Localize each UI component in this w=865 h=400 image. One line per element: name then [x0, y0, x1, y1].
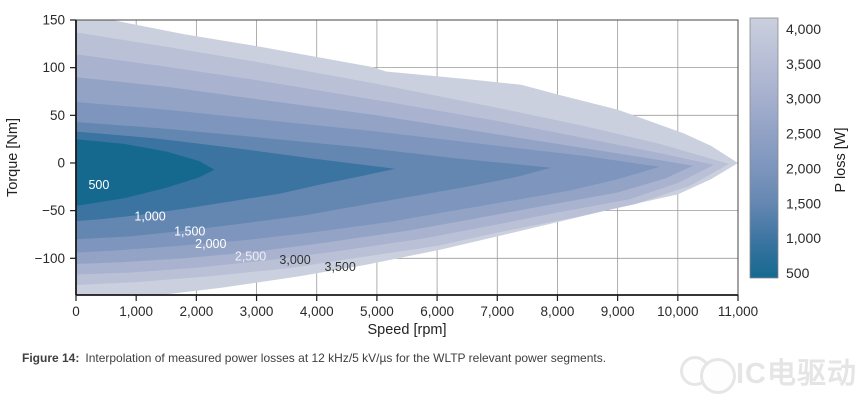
axes [75, 20, 738, 296]
watermark: IC电驱动 [678, 340, 863, 395]
figure-caption-text: Interpolation of measured power losses a… [85, 351, 607, 365]
x-axis-title: Speed [rpm] [368, 322, 447, 338]
x-tick-label: 9,000 [601, 304, 635, 319]
y-tick-labels: 150 100 50 0 −50 −100 [35, 13, 65, 266]
colorbar-tick-labels: 4,000 3,500 3,000 2,500 2,000 1,500 1,000 500 [786, 21, 821, 281]
contour-label: 3,000 [279, 253, 310, 267]
y-tick-label: 150 [42, 13, 65, 28]
colorbar-tick-label: 3,000 [786, 91, 821, 107]
tick-marks [70, 19, 739, 301]
colorbar [749, 17, 779, 279]
x-tick-label: 10,000 [657, 304, 698, 319]
watermark-text: IC电驱动 [736, 358, 858, 390]
x-tick-label: 5,000 [360, 304, 394, 319]
x-tick-label: 4,000 [300, 304, 334, 319]
contour-label: 1,000 [134, 209, 165, 223]
colorbar-tick-label: 1,000 [786, 230, 821, 246]
x-tick-label: 2,000 [179, 304, 213, 319]
contour-label: 2,000 [195, 237, 226, 251]
watermark-logo-circle [700, 358, 736, 394]
x-tick-label: 0 [72, 304, 80, 319]
watermark-logo-circle [680, 356, 710, 386]
y-tick-label: 50 [50, 108, 65, 123]
contour-label: 3,500 [325, 260, 356, 274]
x-tick-label: 8,000 [541, 304, 575, 319]
y-tick-label: −100 [35, 251, 65, 266]
x-tick-label: 11,000 [718, 304, 758, 319]
y-tick-label: 0 [57, 155, 65, 170]
contour-label: 1,500 [174, 225, 205, 239]
y-tick-label: 100 [42, 60, 65, 75]
x-tick-labels: 0 1,000 2,000 3,000 4,000 5,000 6,000 7,000 8,00… [72, 304, 758, 319]
contour-bands [76, 20, 738, 295]
contour-label: 500 [88, 178, 109, 192]
x-tick-label: 1,000 [119, 304, 153, 319]
colorbar-tick-label: 4,000 [786, 21, 821, 37]
figure-caption: Figure 14: Interpolation of measured powe… [22, 351, 662, 366]
colorbar-tick-label: 500 [786, 265, 810, 281]
colorbar-tick-label: 3,500 [786, 56, 821, 72]
colorbar-title: P loss [W] [833, 128, 849, 193]
colorbar-tick-label: 1,500 [786, 195, 821, 211]
contour-label: 2,500 [235, 249, 266, 263]
contour-band-contour-500 [76, 139, 215, 206]
x-tick-label: 7,000 [480, 304, 514, 319]
figure-caption-label: Figure 14: [22, 351, 80, 365]
x-tick-label: 6,000 [420, 304, 454, 319]
colorbar-tick-label: 2,500 [786, 126, 821, 142]
y-axis-title: Torque [Nm] [5, 118, 21, 197]
y-tick-label: −50 [42, 203, 65, 218]
colorbar-tick-label: 2,000 [786, 160, 821, 176]
x-tick-label: 3,000 [240, 304, 274, 319]
